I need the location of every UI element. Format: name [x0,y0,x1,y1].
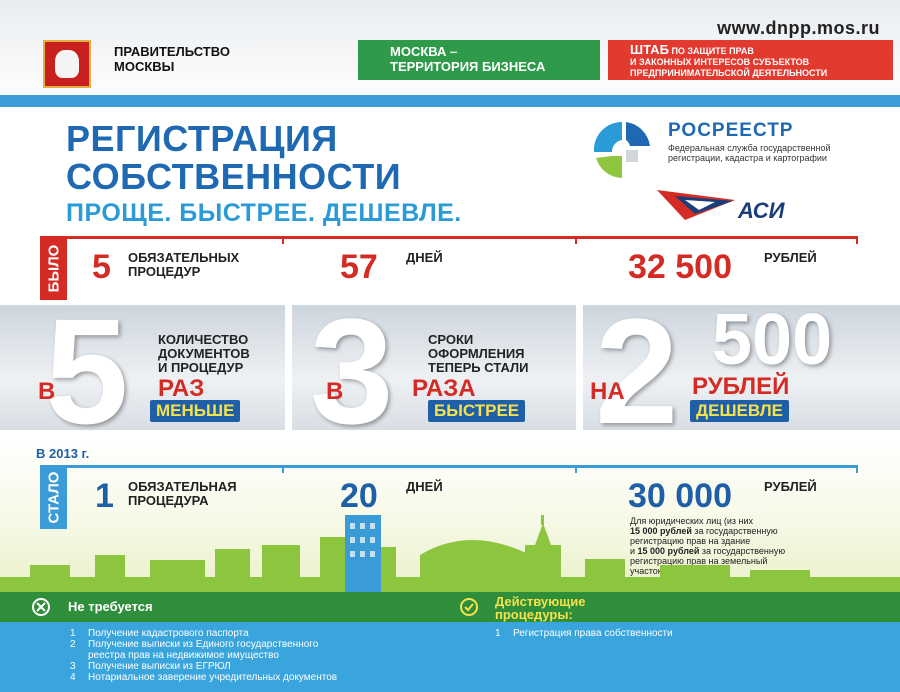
bylo-line [40,236,858,239]
bylo-procedures-line-1: ОБЯЗАТЕЛЬНЫХ [128,251,239,265]
shtab-line-3: предпринимательской деятельности [630,68,893,79]
stalo-tick [282,465,284,473]
bylo-tick [856,236,858,244]
panel-terms-cap-1: СРОКИ [428,333,528,347]
bylo-tick [282,236,284,244]
bylo-days-number: 57 [340,250,378,284]
gov-title: ПРАВИТЕЛЬСТВО МОСКВЫ [114,44,230,74]
list-item: 1 Получение кадастрового паспорта [70,628,337,639]
list-item: 2 Получение выписки из Единого государств… [70,639,337,650]
stalo-procedures-label: ОБЯЗАТЕЛЬНАЯ ПРОЦЕДУРА [128,480,237,508]
stalo-days-number: 20 [340,479,378,513]
list-text: Нотариальное заверение учредительных док… [88,672,337,683]
list-number: 4 [70,672,88,683]
panel-terms-cap-2: ОФОРМЛЕНИЯ [428,347,528,361]
bylo-cost-label: РУБЛЕЙ [764,251,817,265]
panel-documents-cap-1: КОЛИЧЕСТВО [158,333,250,347]
gov-line-2: МОСКВЫ [114,59,230,74]
panel-documents-number: 5 [45,306,128,436]
stalo-year: В 2013 г. [36,446,89,461]
list-text: Получение выписки из ЕГРЮЛ [88,661,231,672]
stalo-tick [575,465,577,473]
list-text: реестра прав на недвижимое имущество [88,650,279,661]
asi-name: АСИ [738,198,785,224]
not-required-list: 1 Получение кадастрового паспорта 2 Получе… [70,628,337,683]
list-item: 1 Регистрация права собственности [495,628,673,639]
shtab-big: ШТАБ [630,42,669,57]
list-text: Получение кадастрового паспорта [88,628,249,639]
current-procedures-title: Действующие процедуры: [495,595,585,621]
gov-line-1: ПРАВИТЕЛЬСТВО [114,44,230,59]
rosreestr-description: Федеральная служба государственной регис… [668,143,868,163]
title-line-2: СОБСТВЕННОСТИ [66,158,401,196]
stalo-procedures-line-2: ПРОЦЕДУРА [128,494,237,508]
bylo-cost-number: 32 500 [628,250,732,284]
city-skyline-illustration [0,515,900,595]
not-required-title: Не требуется [68,599,153,614]
list-text: Регистрация права собственности [513,628,673,639]
site-url[interactable]: www.dnpp.mos.ru [717,18,880,39]
list-number: 1 [495,628,513,639]
header-divider [0,95,900,107]
page-title: РЕГИСТРАЦИЯ СОБСТВЕННОСТИ [66,120,401,196]
rosreestr-logo-icon [588,116,654,182]
panel-documents-badge: МЕНЬШЕ [150,400,240,422]
cross-circle-icon [32,598,50,616]
rosreestr-name: РОСРЕЕСТР [668,120,793,142]
stalo-cost-label: РУБЛЕЙ [764,480,817,494]
list-number: 1 [70,628,88,639]
moscow-business-banner: МОСКВА – ТЕРРИТОРИЯ БИЗНЕСА [358,40,600,80]
list-number: 2 [70,639,88,650]
shtab-line-2: и законных интересов субъектов [630,57,893,68]
shtab-line-1: по защите прав [671,46,753,56]
panel-documents-caption: КОЛИЧЕСТВО ДОКУМЕНТОВ И ПРОЦЕДУР [158,333,250,375]
title-line-1: РЕГИСТРАЦИЯ [66,120,401,158]
panel-documents-cap-2: ДОКУМЕНТОВ [158,347,250,361]
stalo-procedures-line-1: ОБЯЗАТЕЛЬНАЯ [128,480,237,494]
panel-terms-badge: БЫСТРЕЕ [428,400,525,422]
page-subtitle: ПРОЩЕ. БЫСТРЕЕ. ДЕШЕВЛЕ. [66,199,462,228]
list-text: Получение выписки из Единого государстве… [88,639,318,650]
bylo-procedures-label: ОБЯЗАТЕЛЬНЫХ ПРОЦЕДУР [128,251,239,279]
panel-terms-mid: РАЗА [412,375,476,403]
moscow-coat-of-arms-icon [43,40,91,88]
bylo-tick [575,236,577,244]
bylo-tag-text: БЫЛО [45,244,62,292]
panel-cost-prefix: НА [590,378,625,406]
stalo-days-label: ДНЕЙ [406,480,443,494]
moscow-line-2: ТЕРРИТОРИЯ БИЗНЕСА [390,59,600,74]
list-item: 3 Получение выписки из ЕГРЮЛ [70,661,337,672]
stalo-tick [856,465,858,473]
panel-documents-prefix: В [38,378,55,406]
moscow-line-1: МОСКВА – [390,44,600,59]
panel-cost-number-2: 500 [712,304,832,376]
list-number: 3 [70,661,88,672]
list-item: 4 Нотариальное заверение учредительных до… [70,672,337,683]
panel-cost-badge: ДЕШЕВЛЕ [690,400,789,422]
panel-cost-mid: РУБЛЕЙ [692,373,789,401]
panel-documents-mid: РАЗ [158,375,204,403]
shtab-banner: ШТАБ по защите прав и законных интересов… [608,40,893,80]
list-item: реестра прав на недвижимое имущество [70,650,337,661]
panel-documents-cap-3: И ПРОЦЕДУР [158,361,250,375]
bylo-procedures-number: 5 [92,250,111,284]
panel-cost-number: 2 [595,306,678,436]
check-circle-icon [460,598,478,616]
bylo-days-label: ДНЕЙ [406,251,443,265]
stalo-line [40,465,858,468]
stalo-procedures-number: 1 [95,479,114,513]
current-title-line-2: процедуры: [495,608,585,621]
panel-terms-caption: СРОКИ ОФОРМЛЕНИЯ ТЕПЕРЬ СТАЛИ [428,333,528,375]
stalo-cost-number: 30 000 [628,479,732,513]
current-procedures-list: 1 Регистрация права собственности [495,628,673,639]
panel-terms-number: 3 [310,306,393,436]
panel-terms-prefix: В [326,378,343,406]
panel-terms-cap-3: ТЕПЕРЬ СТАЛИ [428,361,528,375]
bylo-procedures-line-2: ПРОЦЕДУР [128,265,239,279]
